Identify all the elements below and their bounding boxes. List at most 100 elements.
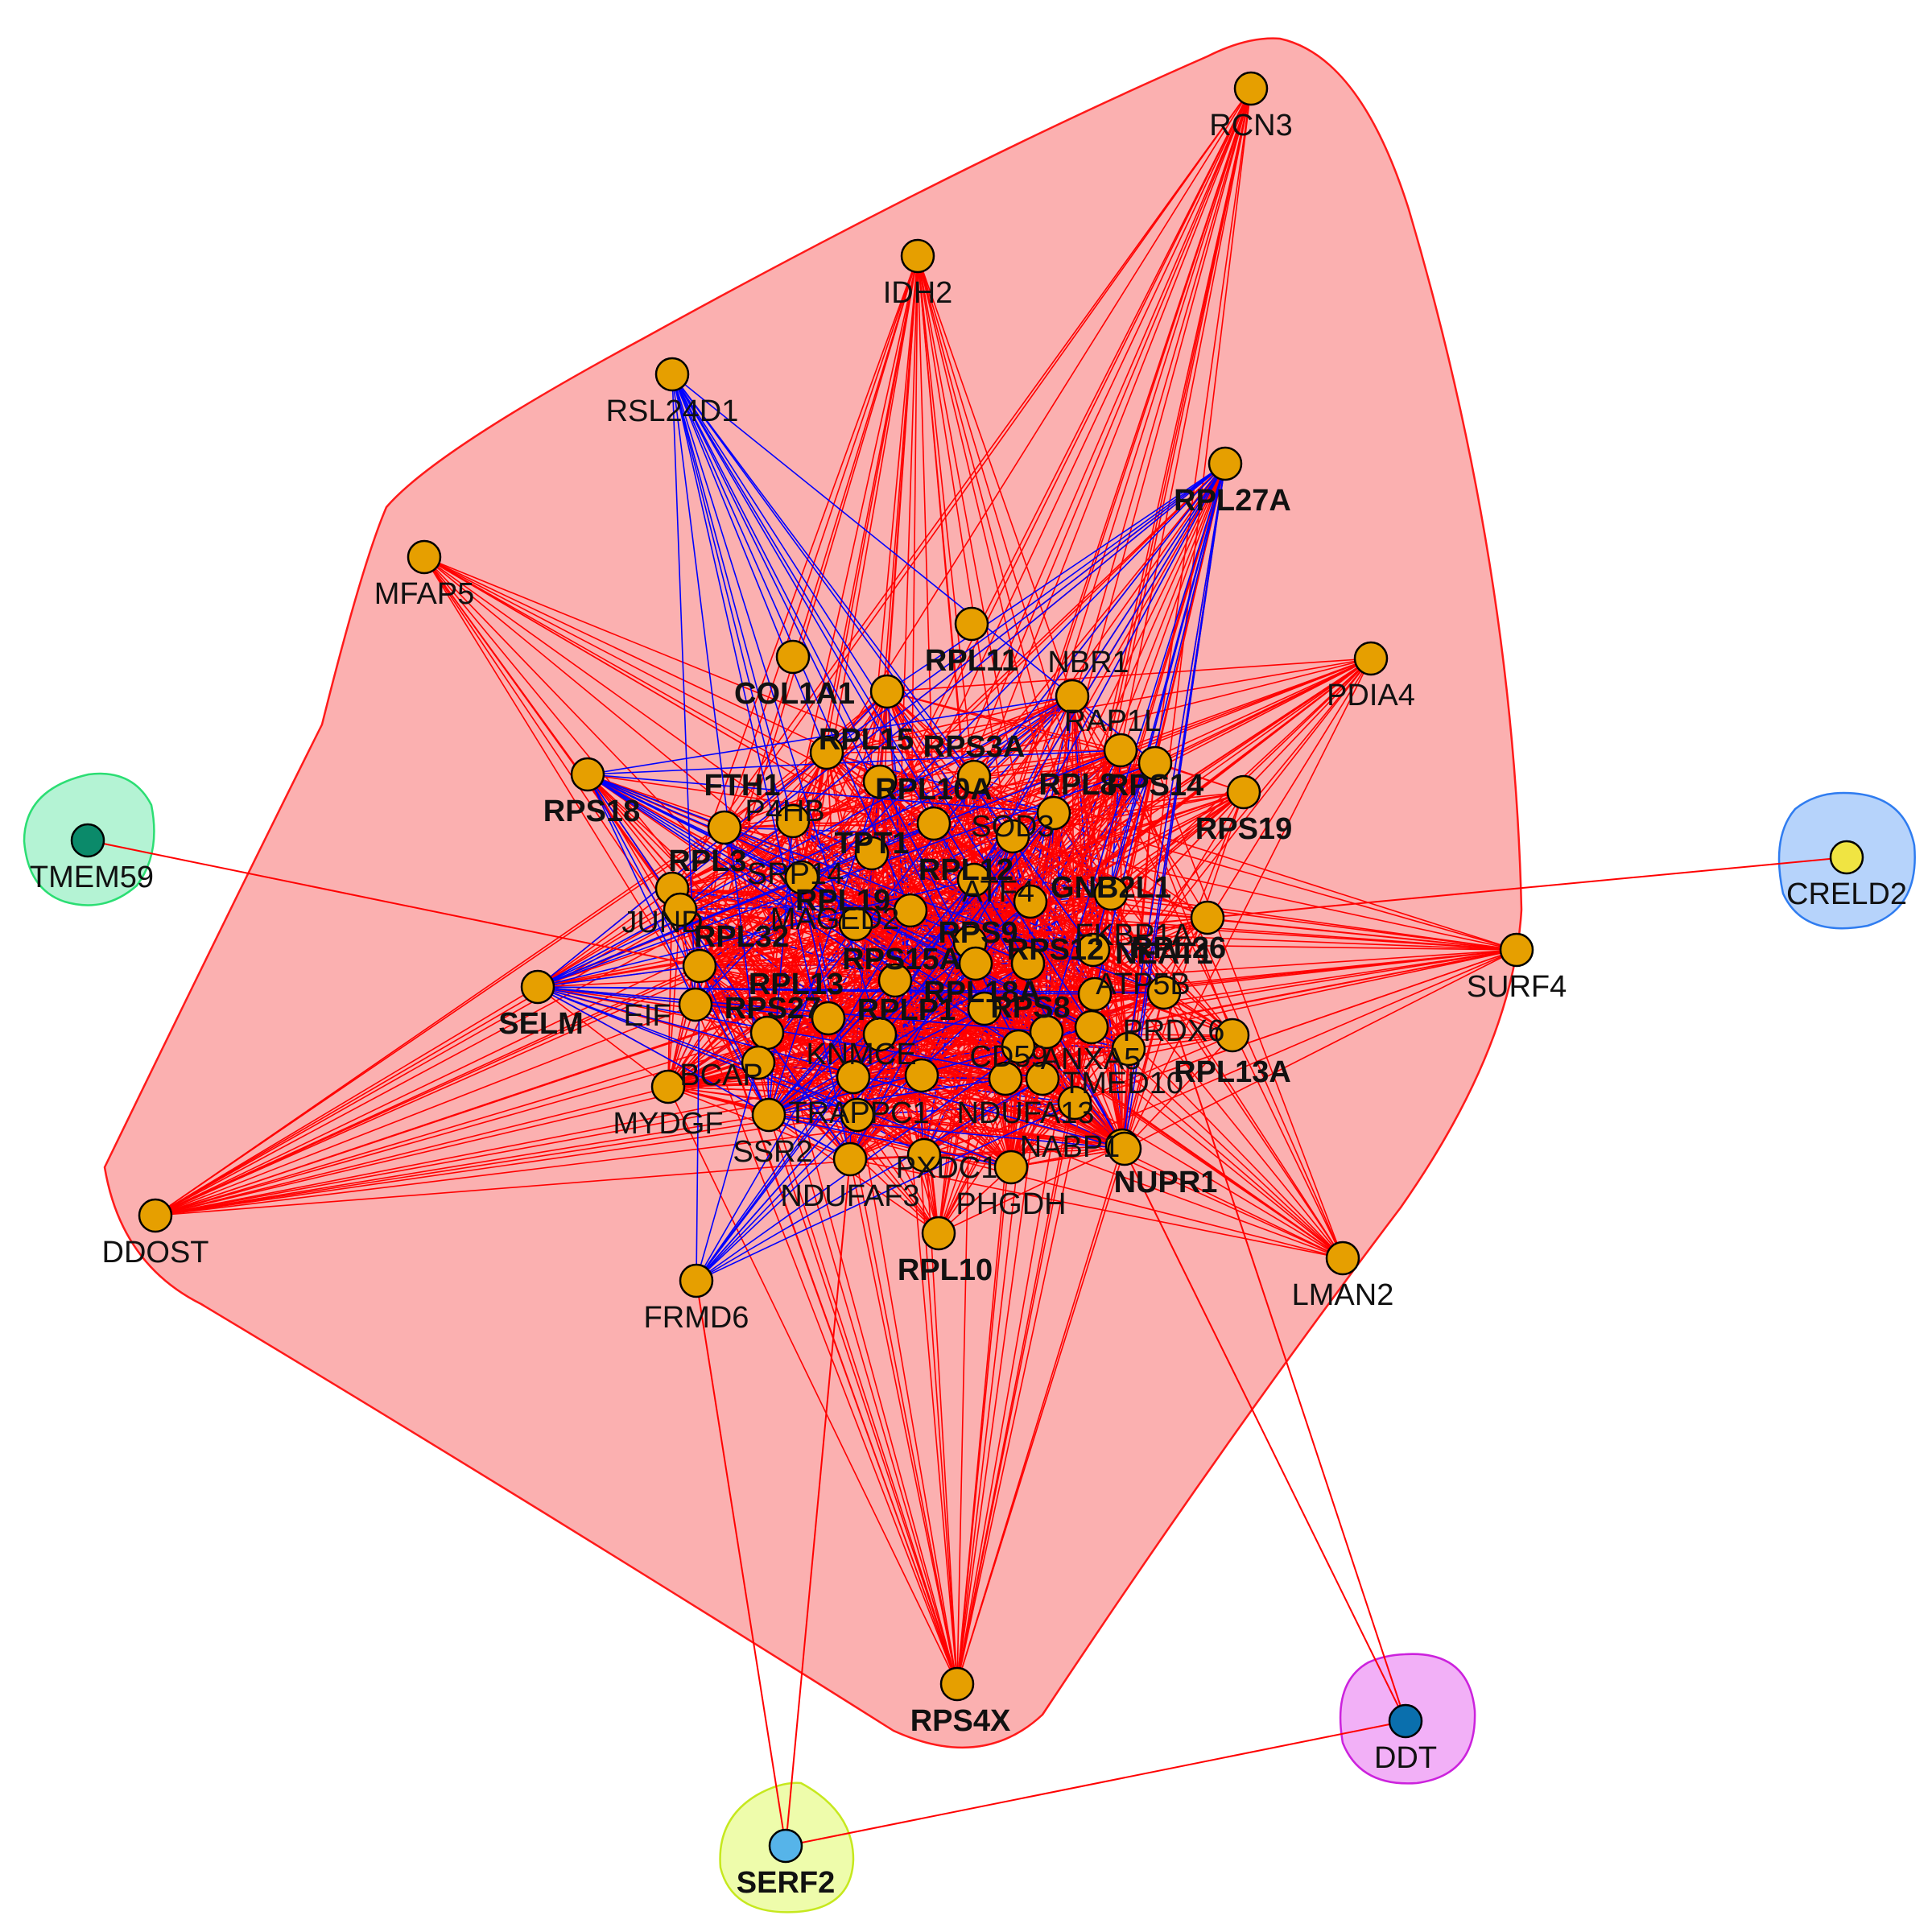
node-label-rpl27a: RPL27A [1174, 484, 1291, 518]
node-rps4x[interactable] [939, 1666, 975, 1702]
node-surf4[interactable] [1499, 932, 1534, 968]
node-rcn3[interactable] [1233, 71, 1269, 106]
node-rpl11[interactable] [954, 606, 989, 642]
node-idh2[interactable] [900, 238, 935, 274]
node-rpl12[interactable] [956, 862, 992, 898]
node-n5[interactable] [1074, 1009, 1109, 1045]
node-pxdc1[interactable] [906, 1137, 942, 1173]
edge [1163, 791, 1245, 993]
edge [1074, 1034, 1233, 1104]
edge [1092, 463, 1226, 951]
node-srp14[interactable] [784, 860, 819, 895]
node-tmem59[interactable] [70, 823, 105, 858]
node-rpl13a[interactable] [1215, 1018, 1250, 1053]
node-label-cd59: CD59 [969, 1040, 1047, 1074]
node-mydgf[interactable] [650, 1069, 686, 1104]
node-n4[interactable] [958, 946, 993, 981]
edge [587, 774, 1055, 814]
node-ddt[interactable] [1388, 1703, 1423, 1739]
edge [826, 658, 1372, 753]
node-ssr2[interactable] [751, 1097, 786, 1133]
node-tmed10[interactable] [1057, 1085, 1092, 1121]
node-rap1l[interactable] [1103, 733, 1138, 768]
node-nbr1[interactable] [1055, 679, 1090, 714]
edge [699, 255, 919, 967]
node-n1[interactable] [869, 674, 905, 709]
edge [1012, 836, 1165, 993]
node-phgdh[interactable] [993, 1150, 1029, 1185]
node-rpl10[interactable] [921, 1216, 956, 1251]
node-label-fkbp1a: FKBP1A [1075, 919, 1192, 952]
node-rpl27a[interactable] [1208, 446, 1243, 481]
node-rsl24d1[interactable] [654, 357, 690, 392]
node-rpl32[interactable] [682, 948, 717, 984]
node-selm[interactable] [520, 969, 555, 1005]
node-tpt1[interactable] [854, 836, 890, 871]
node-rps18[interactable] [570, 757, 605, 792]
node-label-rps27: RPS27 [724, 992, 821, 1026]
node-neat1[interactable] [1146, 975, 1182, 1010]
node-rpl8[interactable] [1036, 795, 1071, 831]
node-rpl26[interactable] [1190, 900, 1225, 935]
node-atf4[interactable] [1013, 884, 1048, 919]
node-col1a1[interactable] [775, 639, 811, 675]
edge [423, 556, 1019, 1047]
node-rpl15[interactable] [862, 764, 898, 799]
node-rpl13[interactable] [811, 1001, 846, 1036]
node-anxa5[interactable] [1025, 1061, 1060, 1096]
node-creld2[interactable] [1829, 840, 1864, 875]
node-fkbp1a[interactable] [1075, 932, 1111, 968]
node-label-rpl10a: RPL10A [875, 773, 993, 807]
node-rps14[interactable] [1137, 745, 1173, 781]
edge [1010, 949, 1517, 1168]
node-atp5b[interactable] [1077, 976, 1113, 1012]
edge-tmem59-rpl32 [87, 840, 700, 967]
node-label-pdia4: PDIA4 [1327, 679, 1415, 712]
node-pdia4[interactable] [1353, 641, 1389, 676]
node-serf2[interactable] [768, 1828, 803, 1864]
node-n2[interactable] [809, 735, 844, 770]
node-label-rpl18a: RPL18A [923, 976, 1041, 1009]
edge [537, 888, 673, 988]
node-eif[interactable] [678, 987, 713, 1022]
node-nabp1[interactable] [1107, 1131, 1142, 1166]
node-label-nbr1: NBR1 [1047, 646, 1129, 679]
node-p4hb[interactable] [775, 803, 811, 839]
node-maged2[interactable] [838, 906, 873, 942]
node-rpl18a[interactable] [967, 991, 1002, 1026]
node-label-idh2: IDH2 [883, 276, 953, 310]
node-cd59[interactable] [1001, 1029, 1036, 1064]
node-frmd6[interactable] [679, 1263, 714, 1298]
edge-ddt-serf2 [785, 1720, 1406, 1847]
node-rps12[interactable] [1010, 946, 1046, 981]
edge [423, 556, 935, 824]
node-jund[interactable] [663, 892, 698, 927]
edge [587, 774, 854, 1078]
node-n3[interactable] [904, 1058, 939, 1093]
node-trappc1[interactable] [840, 1097, 875, 1133]
node-prdx6[interactable] [1111, 1031, 1146, 1067]
node-mfap5[interactable] [407, 539, 442, 575]
node-rps8[interactable] [1029, 1014, 1064, 1050]
node-label-rpl11: RPL11 [925, 644, 1018, 678]
node-bcap[interactable] [741, 1045, 776, 1080]
node-ndufa13[interactable] [988, 1061, 1023, 1096]
node-gnb2l1[interactable] [1093, 876, 1129, 911]
node-fth1[interactable] [707, 810, 742, 845]
node-lman2[interactable] [1325, 1241, 1360, 1276]
edge [956, 749, 1121, 1685]
edge [679, 909, 1012, 1168]
node-sod3[interactable] [995, 819, 1030, 854]
edge [758, 463, 1226, 1063]
node-rpl19[interactable] [893, 893, 928, 928]
node-rpl10a[interactable] [916, 806, 952, 841]
edge [768, 1114, 958, 1685]
node-rps3a[interactable] [956, 759, 992, 795]
node-knmce[interactable] [836, 1059, 871, 1095]
node-rps19[interactable] [1226, 774, 1261, 810]
node-ddost[interactable] [138, 1198, 173, 1233]
node-ndufaf3[interactable] [832, 1141, 868, 1177]
node-rps15a[interactable] [877, 963, 913, 998]
node-rplp1[interactable] [862, 1017, 898, 1052]
edge [667, 1086, 1123, 1146]
